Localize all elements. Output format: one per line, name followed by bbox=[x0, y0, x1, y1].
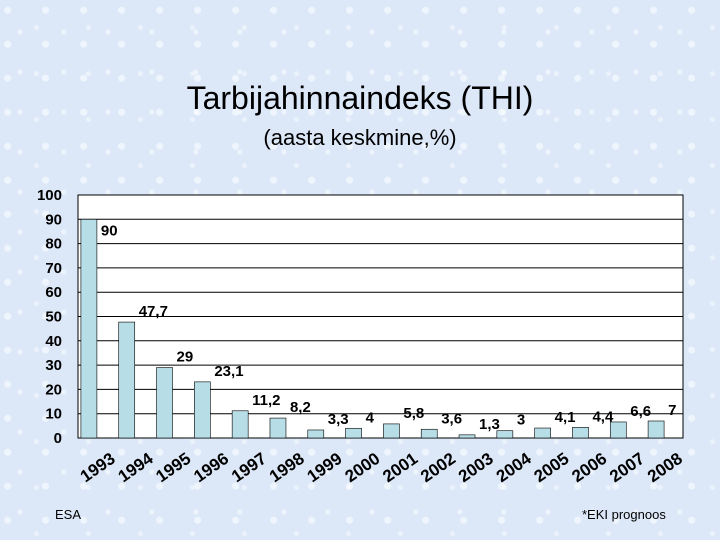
bar bbox=[458, 434, 476, 439]
x-tick-label: 1997 bbox=[228, 449, 270, 486]
bar bbox=[647, 420, 665, 439]
data-label: 29 bbox=[177, 349, 194, 366]
bar bbox=[383, 423, 400, 439]
x-tick-label: 2003 bbox=[455, 449, 497, 486]
data-label: 47,7 bbox=[139, 303, 168, 320]
bar bbox=[231, 410, 249, 439]
x-tick-label: 2004 bbox=[493, 449, 535, 487]
x-tick-label: 2002 bbox=[417, 449, 459, 486]
y-tick-label: 30 bbox=[45, 357, 62, 374]
y-axis-ticks: 0 10 20 30 40 50 60 70 80 90 100 bbox=[37, 187, 62, 447]
footer-note: *EKI prognoos bbox=[582, 507, 666, 522]
y-tick-label: 100 bbox=[37, 187, 62, 204]
data-label: 3,3 bbox=[328, 411, 349, 428]
bar bbox=[118, 321, 136, 439]
x-tick-label: 2006 bbox=[568, 449, 610, 486]
x-tick-label: 1995 bbox=[152, 449, 194, 486]
data-label: 4,4 bbox=[592, 408, 614, 425]
data-label: 1,3 bbox=[479, 416, 500, 433]
gridlines bbox=[78, 218, 683, 415]
data-labels: 90 47,7 29 23,1 11,2 8,2 3,3 4 5,8 3,6 1,3 3 4,1 4,4 6… bbox=[101, 222, 677, 433]
y-tick-label: 80 bbox=[45, 236, 62, 253]
data-label: 4,1 bbox=[555, 409, 576, 426]
x-tick-label: 2000 bbox=[341, 449, 383, 486]
x-tick-label: 1998 bbox=[266, 449, 308, 486]
bar bbox=[307, 429, 325, 439]
y-tick-label: 90 bbox=[45, 211, 62, 228]
data-label: 7 bbox=[668, 402, 676, 419]
data-label: 3 bbox=[517, 412, 525, 429]
y-tick-label: 70 bbox=[45, 260, 62, 277]
y-tick-label: 10 bbox=[45, 406, 62, 423]
data-label: 3,6 bbox=[441, 410, 462, 427]
bar bbox=[534, 427, 551, 439]
data-label: 8,2 bbox=[290, 399, 311, 416]
data-label: 90 bbox=[101, 222, 118, 239]
x-tick-label: 2007 bbox=[606, 449, 648, 486]
y-tick-label: 40 bbox=[45, 333, 62, 350]
bar bbox=[194, 381, 211, 439]
x-tick-label: 1999 bbox=[304, 449, 346, 486]
data-label: 6,6 bbox=[630, 403, 651, 420]
x-tick-label: 1994 bbox=[115, 449, 157, 487]
x-tick-label: 2001 bbox=[379, 449, 421, 486]
x-tick-label: 2005 bbox=[531, 449, 573, 486]
x-tick-label: 2008 bbox=[644, 449, 686, 486]
x-axis-labels: 1993199419951996199719981999200020012002… bbox=[77, 449, 686, 487]
chart-subtitle: (aasta keskmine,%) bbox=[263, 125, 457, 150]
bar bbox=[420, 428, 438, 439]
bar bbox=[609, 421, 627, 439]
y-tick-label: 20 bbox=[45, 381, 62, 398]
footer-source: ESA bbox=[55, 507, 82, 522]
bar bbox=[80, 219, 98, 439]
bar bbox=[269, 417, 287, 439]
data-label: 11,2 bbox=[252, 392, 280, 409]
bars bbox=[80, 219, 665, 439]
bar bbox=[345, 427, 362, 439]
data-label: 4 bbox=[366, 409, 375, 426]
chart-title: Tarbijahinnaindeks (THI) bbox=[186, 80, 534, 116]
bar bbox=[496, 430, 514, 439]
x-tick-label: 1993 bbox=[77, 449, 119, 486]
data-label: 5,8 bbox=[403, 405, 424, 422]
bar bbox=[156, 367, 173, 439]
y-tick-label: 50 bbox=[45, 309, 62, 326]
x-tick-label: 1996 bbox=[190, 449, 232, 486]
data-label: 23,1 bbox=[214, 363, 243, 380]
bar bbox=[572, 427, 589, 439]
y-tick-label: 0 bbox=[54, 430, 62, 447]
y-tick-label: 60 bbox=[45, 284, 62, 301]
